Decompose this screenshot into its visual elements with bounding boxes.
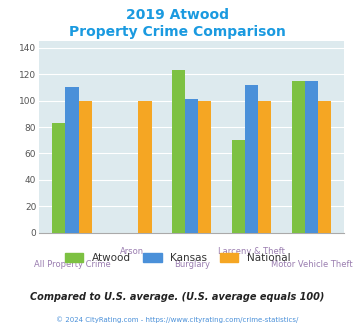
Text: Larceny & Theft: Larceny & Theft bbox=[218, 247, 285, 255]
Bar bbox=[78, 101, 92, 233]
Bar bbox=[258, 101, 271, 233]
Bar bbox=[305, 81, 318, 233]
Bar bbox=[65, 87, 78, 233]
Text: 2019 Atwood: 2019 Atwood bbox=[126, 8, 229, 22]
Bar bbox=[172, 70, 185, 233]
Bar bbox=[198, 101, 212, 233]
Bar bbox=[318, 101, 331, 233]
Bar bbox=[138, 101, 152, 233]
Text: All Property Crime: All Property Crime bbox=[34, 260, 110, 269]
Text: Arson: Arson bbox=[120, 247, 144, 255]
Legend: Atwood, Kansas, National: Atwood, Kansas, National bbox=[60, 248, 295, 267]
Bar bbox=[245, 85, 258, 233]
Bar bbox=[185, 99, 198, 233]
Bar bbox=[232, 140, 245, 233]
Bar bbox=[292, 81, 305, 233]
Text: © 2024 CityRating.com - https://www.cityrating.com/crime-statistics/: © 2024 CityRating.com - https://www.city… bbox=[56, 317, 299, 323]
Text: Burglary: Burglary bbox=[174, 260, 210, 269]
Text: Compared to U.S. average. (U.S. average equals 100): Compared to U.S. average. (U.S. average … bbox=[30, 292, 325, 302]
Text: Motor Vehicle Theft: Motor Vehicle Theft bbox=[271, 260, 352, 269]
Bar bbox=[52, 123, 65, 233]
Text: Property Crime Comparison: Property Crime Comparison bbox=[69, 25, 286, 39]
